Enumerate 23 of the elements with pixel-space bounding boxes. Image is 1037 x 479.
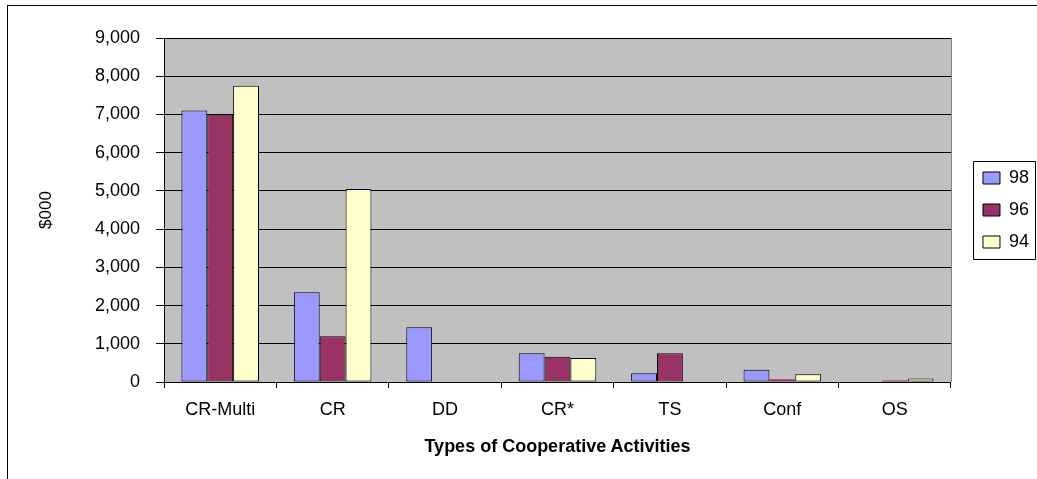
x-tick-label: Conf xyxy=(763,398,803,419)
y-tick-label: 7,000 xyxy=(94,103,140,124)
y-tick-label: 1,000 xyxy=(94,332,140,353)
x-tick-label: TS xyxy=(658,398,682,419)
y-tick-label: 3,000 xyxy=(94,256,140,277)
x-tick-label: CR xyxy=(319,398,346,419)
x-tick-label: DD xyxy=(432,398,459,419)
y-tick-label: 8,000 xyxy=(94,65,140,86)
y-axis-title: $000 xyxy=(35,191,55,229)
legend-label: 94 xyxy=(1008,230,1030,251)
y-tick-label: 5,000 xyxy=(94,179,140,200)
legend-label: 96 xyxy=(1008,198,1030,219)
x-tick-label: OS xyxy=(881,398,908,419)
x-tick-label: CR-Multi xyxy=(185,398,256,419)
x-tick-label: CR* xyxy=(540,398,574,419)
y-tick-label: 2,000 xyxy=(94,294,140,315)
y-tick-label: 0 xyxy=(129,370,140,391)
y-tick-label: 4,000 xyxy=(94,218,140,239)
x-axis-title: Types of Cooperative Activities xyxy=(424,436,691,457)
bar xyxy=(769,379,796,382)
legend-label: 98 xyxy=(1008,166,1030,187)
y-tick-label: 6,000 xyxy=(94,141,140,162)
y-tick-label: 9,000 xyxy=(94,26,140,47)
